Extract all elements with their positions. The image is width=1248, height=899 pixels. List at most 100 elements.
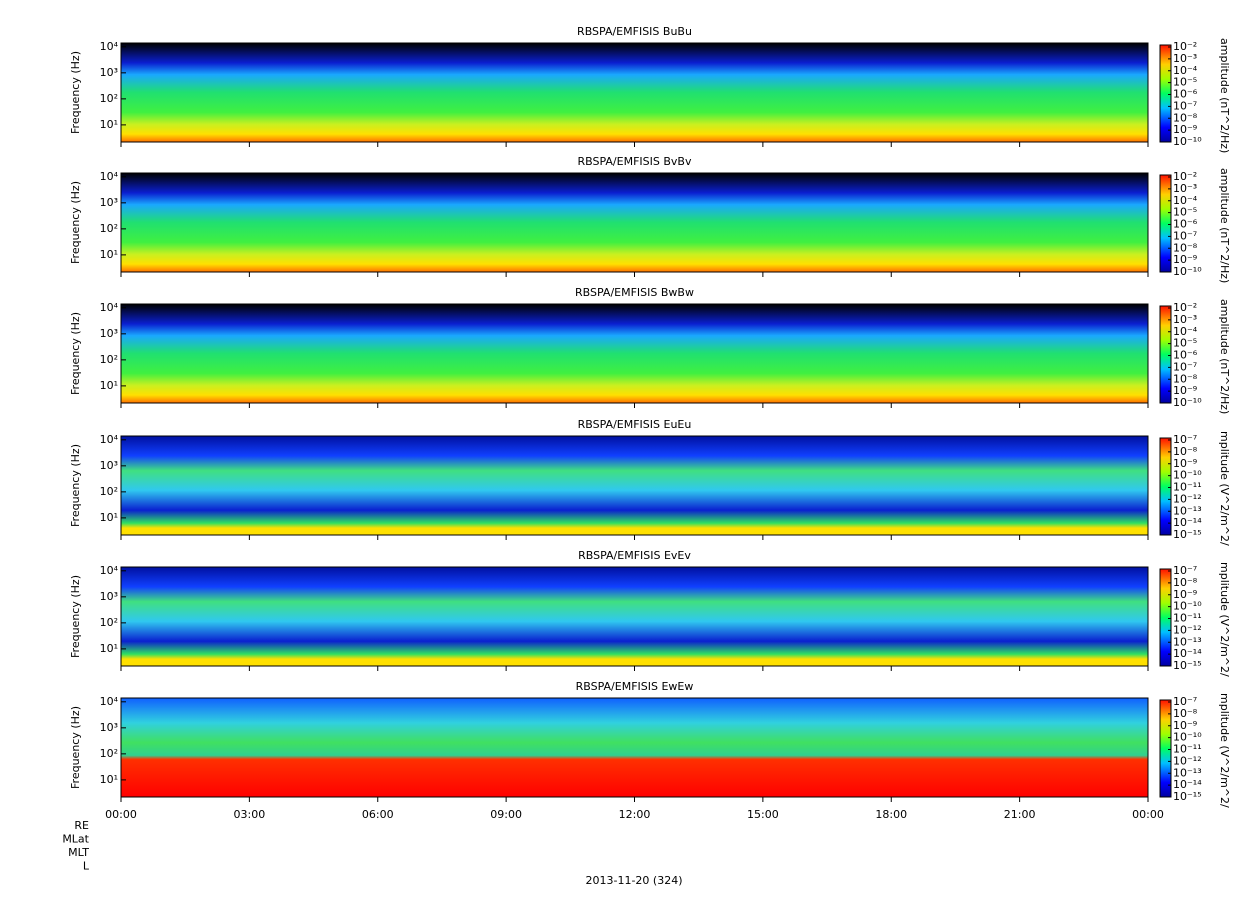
y-tick-label: 10³	[100, 196, 118, 209]
date-label: 2013-11-20 (324)	[585, 874, 682, 887]
panel-title: RBSPA/EMFISIS EuEu	[578, 418, 692, 431]
colorbar-tick-label: 10⁻¹⁰	[1173, 135, 1202, 148]
colorbar-tick-label: 10⁻¹⁰	[1173, 731, 1202, 744]
spectrogram-image	[121, 304, 1148, 403]
colorbar-tick-label: 10⁻¹¹	[1173, 481, 1202, 494]
y-axis-label: Frequency (Hz)	[69, 706, 82, 789]
y-tick-label: 10¹	[100, 642, 118, 655]
colorbar-tick-label: 10⁻⁴	[1173, 64, 1198, 77]
colorbar-tick-label: 10⁻⁹	[1173, 384, 1197, 397]
x-tick-label: 12:00	[619, 808, 651, 821]
y-tick-label: 10⁴	[100, 695, 119, 708]
colorbar-tick-label: 10⁻⁸	[1173, 576, 1198, 589]
colorbar-tick-label: 10⁻⁹	[1173, 253, 1197, 266]
colorbar-label: mplitude (V^2/m^2/	[1218, 693, 1231, 808]
colorbar-tick-label: 10⁻⁵	[1173, 337, 1197, 350]
x-tick-label: 06:00	[362, 808, 394, 821]
y-tick-label: 10⁴	[100, 301, 119, 314]
y-tick-label: 10³	[100, 721, 118, 734]
colorbar-tick-label: 10⁻¹³	[1173, 766, 1202, 779]
y-tick-label: 10³	[100, 66, 118, 79]
colorbar	[1159, 44, 1172, 143]
colorbar-tick-label: 10⁻⁶	[1173, 349, 1198, 362]
y-tick-label: 10²	[100, 353, 118, 366]
colorbar	[1159, 699, 1172, 798]
x-tick-label: 18:00	[875, 808, 907, 821]
colorbar-tick-label: 10⁻²	[1173, 40, 1197, 53]
colorbar-tick-label: 10⁻¹³	[1173, 504, 1202, 517]
colorbar-label: amplitude (nT^2/Hz)	[1218, 38, 1231, 153]
y-axis-label: Frequency (Hz)	[69, 444, 82, 527]
x-tick-label: 15:00	[747, 808, 779, 821]
colorbar-tick-label: 10⁻⁹	[1173, 457, 1197, 470]
colorbar-tick-label: 10⁻⁶	[1173, 218, 1198, 231]
ephemeris-label: L	[83, 860, 90, 873]
colorbar-tick-label: 10⁻²	[1173, 301, 1197, 314]
y-tick-label: 10¹	[100, 118, 118, 131]
colorbar-tick-label: 10⁻⁵	[1173, 76, 1197, 89]
spectrogram-image	[121, 173, 1148, 272]
y-axis-label: Frequency (Hz)	[69, 181, 82, 264]
y-tick-label: 10¹	[100, 379, 118, 392]
colorbar	[1159, 305, 1172, 404]
colorbar-tick-label: 10⁻⁹	[1173, 719, 1197, 732]
colorbar-tick-label: 10⁻¹⁵	[1173, 528, 1202, 541]
y-tick-label: 10¹	[100, 248, 118, 261]
colorbar-label: mplitude (V^2/m^2/	[1218, 562, 1231, 677]
colorbar-tick-label: 10⁻¹⁰	[1173, 600, 1202, 613]
colorbar-tick-label: 10⁻³	[1173, 182, 1197, 195]
colorbar-tick-label: 10⁻⁷	[1173, 229, 1197, 242]
colorbar-tick-label: 10⁻¹²	[1173, 492, 1202, 505]
y-tick-label: 10¹	[100, 511, 118, 524]
colorbar-tick-label: 10⁻¹⁴	[1173, 516, 1202, 529]
ephemeris-label: MLat	[62, 833, 89, 846]
panel-title: RBSPA/EMFISIS EwEw	[576, 680, 694, 693]
colorbar-tick-label: 10⁻³	[1173, 52, 1197, 65]
colorbar-tick-label: 10⁻³	[1173, 313, 1197, 326]
colorbar-tick-label: 10⁻⁷	[1173, 360, 1197, 373]
colorbar-tick-label: 10⁻¹⁴	[1173, 778, 1202, 791]
colorbar-tick-label: 10⁻⁸	[1173, 372, 1198, 385]
x-tick-label: 00:00	[105, 808, 137, 821]
y-axis-label: Frequency (Hz)	[69, 312, 82, 395]
y-tick-label: 10²	[100, 222, 118, 235]
colorbar-tick-label: 10⁻⁵	[1173, 206, 1197, 219]
colorbar-tick-label: 10⁻⁴	[1173, 325, 1198, 338]
colorbar-tick-label: 10⁻⁷	[1173, 99, 1197, 112]
spectrogram-image	[121, 43, 1148, 142]
colorbar-tick-label: 10⁻¹⁴	[1173, 647, 1202, 660]
colorbar-tick-label: 10⁻⁷	[1173, 695, 1197, 708]
y-tick-label: 10³	[100, 327, 118, 340]
colorbar-tick-label: 10⁻¹²	[1173, 754, 1202, 767]
y-tick-label: 10³	[100, 459, 118, 472]
y-tick-label: 10²	[100, 616, 118, 629]
y-tick-label: 10²	[100, 747, 118, 760]
colorbar	[1159, 568, 1172, 667]
colorbar-tick-label: 10⁻¹⁵	[1173, 659, 1202, 672]
ephemeris-label: MLT	[68, 846, 89, 859]
colorbar-tick-label: 10⁻⁸	[1173, 241, 1198, 254]
y-axis-label: Frequency (Hz)	[69, 51, 82, 134]
colorbar-tick-label: 10⁻¹⁵	[1173, 790, 1202, 803]
spectrogram-image	[121, 698, 1148, 797]
colorbar-tick-label: 10⁻⁹	[1173, 123, 1197, 136]
colorbar-tick-label: 10⁻¹³	[1173, 635, 1202, 648]
y-tick-label: 10³	[100, 590, 118, 603]
colorbar-tick-label: 10⁻¹⁰	[1173, 469, 1202, 482]
colorbar-tick-label: 10⁻¹²	[1173, 623, 1202, 636]
colorbar	[1159, 174, 1172, 273]
colorbar-tick-label: 10⁻⁴	[1173, 194, 1198, 207]
y-tick-label: 10²	[100, 92, 118, 105]
colorbar-tick-label: 10⁻⁸	[1173, 445, 1198, 458]
panel-title: RBSPA/EMFISIS BuBu	[577, 25, 692, 38]
y-tick-label: 10⁴	[100, 170, 119, 183]
ephemeris-label: RE	[74, 819, 89, 832]
panel-title: RBSPA/EMFISIS EvEv	[578, 549, 691, 562]
x-tick-label: 00:00	[1132, 808, 1164, 821]
colorbar-tick-label: 10⁻⁷	[1173, 564, 1197, 577]
colorbar-tick-label: 10⁻⁸	[1173, 707, 1198, 720]
y-tick-label: 10²	[100, 485, 118, 498]
x-tick-label: 21:00	[1004, 808, 1036, 821]
colorbar-label: mplitude (V^2/m^2/	[1218, 431, 1231, 546]
